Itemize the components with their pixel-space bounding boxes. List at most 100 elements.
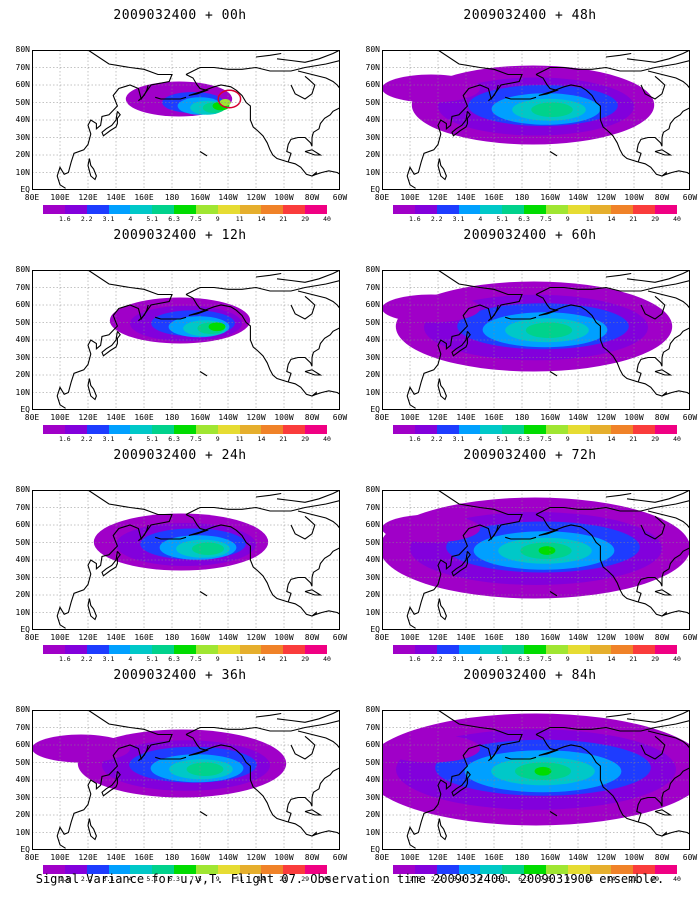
latitude-label: 20N	[365, 810, 380, 819]
colorbar-swatch	[195, 865, 218, 874]
colorbar-label: 40	[673, 215, 681, 223]
colorbar-label: 6.3	[168, 435, 180, 443]
latitude-label: 40N	[15, 335, 30, 344]
coastline	[535, 74, 667, 177]
coastline	[101, 770, 121, 797]
latitude-label: 30N	[15, 132, 30, 142]
map-panel: 2009032400 + 00h 80N 70N 60N 50N 40N 30N 20N 10N…	[10, 8, 350, 223]
colorbar-label: 29	[301, 215, 310, 223]
longitude-label: 160E	[134, 633, 154, 642]
latitude-label: 60N	[365, 300, 380, 309]
coastline	[290, 295, 316, 320]
latitude-label: 30N	[365, 132, 380, 142]
colorbar-swatch	[502, 205, 525, 214]
longitude-label: 80E	[374, 193, 390, 202]
longitude-label: 160W	[540, 413, 560, 422]
latitude-label: 40N	[15, 115, 30, 124]
coastline	[437, 378, 447, 401]
coastline	[549, 591, 558, 597]
longitude-label: 120E	[428, 853, 448, 862]
colorbar-label: 11	[585, 435, 594, 443]
coastline	[666, 170, 690, 175]
colorbar-label: 21	[279, 655, 288, 663]
coastline	[535, 514, 667, 617]
colorbar-swatch	[480, 205, 503, 214]
map-panel: 2009032400 + 84h 80N 70N 60N 50N 40N 30N 20N 10N…	[360, 668, 700, 883]
longitude-label: 100W	[624, 633, 644, 642]
colorbar-label: 9	[565, 875, 570, 883]
latitude-label: EQ	[20, 845, 30, 854]
longitude-label: 80E	[24, 413, 40, 422]
coastline	[290, 75, 316, 100]
coastline	[199, 151, 208, 157]
colorbar-label: 6.3	[518, 875, 530, 883]
colorbar-label: 7.5	[190, 215, 202, 223]
longitude-label: 140E	[456, 633, 476, 642]
colorbar-label: 11	[585, 655, 594, 663]
latitude-label: 80N	[365, 705, 380, 714]
coastline	[505, 756, 537, 760]
coastline	[304, 149, 323, 156]
latitude-label: 40N	[365, 775, 380, 784]
coastline	[155, 536, 187, 540]
colorbar-label: 7.5	[190, 655, 202, 663]
colorbar-label: 4	[478, 215, 483, 223]
colorbar-swatch	[567, 645, 590, 654]
longitude-label: 180	[514, 633, 530, 642]
coastline	[666, 390, 690, 395]
colorbar-label: 2.2	[430, 655, 443, 663]
coastline	[87, 378, 97, 401]
colorbar-label: 9	[565, 435, 570, 443]
colorbar-labels: 1.6 2.2 3.1 4 5.1 6.3 7.5 9 11 14 21 29 40	[393, 655, 681, 664]
coastline	[605, 492, 632, 498]
coastline	[605, 712, 632, 718]
colorbar	[43, 865, 327, 874]
coastline	[304, 589, 323, 596]
latitude-label: 70N	[15, 722, 30, 732]
variance-contour	[186, 762, 224, 776]
longitude-label: 100E	[50, 853, 70, 862]
colorbar-label: 1.6	[58, 875, 71, 883]
colorbar-label: 1.6	[408, 655, 421, 663]
coastline	[199, 591, 208, 597]
colorbar-swatch	[655, 645, 677, 654]
colorbar-swatch	[458, 865, 481, 874]
latitude-label: 50N	[365, 537, 380, 547]
latitude-label: 50N	[365, 757, 380, 767]
latitude-label: 30N	[15, 792, 30, 802]
colorbar-label: 1.6	[408, 435, 421, 443]
longitude-label: 80W	[654, 413, 670, 422]
colorbar-swatch	[567, 205, 590, 214]
longitude-label: 100W	[624, 193, 644, 202]
map-panel: 2009032400 + 48h 80N 70N 60N 50N 40N 30N 20N 10N…	[360, 8, 700, 223]
colorbar-label: 29	[651, 215, 660, 223]
colorbar-label: 6.3	[168, 875, 180, 883]
map-area: 80N 70N 60N 50N 40N 30N 20N 10N EQ 80E 100E 120E 140…	[366, 46, 698, 203]
variance-contour	[531, 102, 573, 117]
map-area: 80N 70N 60N 50N 40N 30N 20N 10N EQ 80E 100E 120E 140…	[366, 266, 698, 423]
panel-title: 2009032400 + 72h	[463, 448, 597, 463]
colorbar-swatch	[589, 865, 612, 874]
colorbar-label: 21	[629, 215, 638, 223]
coastline	[605, 52, 632, 58]
colorbar	[393, 205, 677, 214]
colorbar-label: 14	[257, 215, 266, 223]
panel-title: 2009032400 + 00h	[113, 8, 247, 23]
variance-contour	[382, 74, 480, 103]
coastline	[276, 50, 340, 63]
latitude-label: 30N	[15, 352, 30, 362]
longitude-label: 60W	[682, 853, 698, 862]
coastline	[647, 510, 690, 529]
variance-map	[382, 50, 690, 190]
latitude-label: 30N	[365, 352, 380, 362]
colorbar-label: 29	[651, 875, 660, 883]
latitude-label: 50N	[15, 537, 30, 547]
colorbar-swatch	[393, 645, 415, 654]
latitude-label: 50N	[15, 97, 30, 107]
coastline	[185, 719, 340, 735]
colorbar-swatch	[633, 645, 656, 654]
coastline	[654, 589, 673, 596]
latitude-label: 70N	[365, 62, 380, 72]
map-area: 80N 70N 60N 50N 40N 30N 20N 10N EQ 80E 100E 120E 140…	[16, 486, 348, 643]
latitude-label: EQ	[20, 625, 30, 634]
